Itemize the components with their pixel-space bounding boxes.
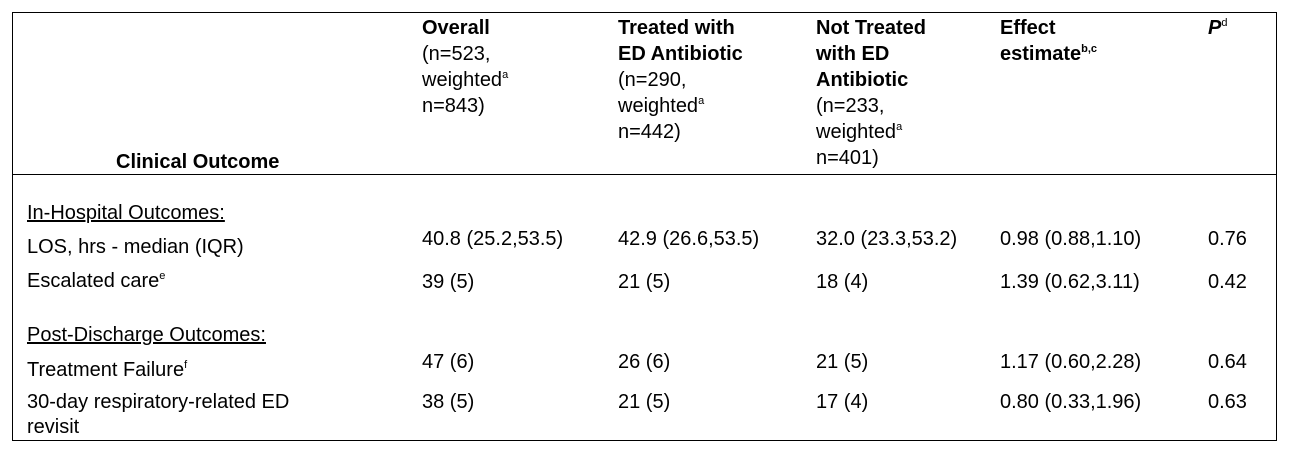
row-revisit-label: 30-day respiratory-related ED revisit (27, 391, 290, 438)
header-not-treated-title2: with ED (816, 43, 890, 65)
header-p-letter: P (1208, 17, 1222, 39)
header-p-sup: d (1221, 17, 1228, 29)
row-los-effect: 0.98 (0.88,1.10) (1000, 228, 1142, 250)
section-in-hospital: In-Hospital Outcomes: (27, 202, 225, 224)
header-overall: Overall (n=523, weighteda n=843) (422, 15, 508, 119)
section-post-discharge: Post-Discharge Outcomes: (27, 324, 266, 346)
row-failure-overall: 47 (6) (422, 351, 475, 373)
row-escalated-treated: 21 (5) (618, 271, 671, 293)
row-los-treated: 42.9 (26.6,53.5) (618, 228, 760, 250)
header-divider (12, 174, 1277, 175)
row-revisit-effect: 0.80 (0.33,1.96) (1000, 391, 1142, 413)
row-revisit-not-treated: 17 (4) (816, 391, 869, 413)
header-overall-title: Overall (422, 17, 490, 39)
header-effect-title1: Effect (1000, 17, 1056, 39)
header-treated-n: (n=290, (618, 69, 687, 91)
header-overall-wn: n=843) (422, 95, 485, 117)
row-revisit-p: 0.63 (1208, 391, 1247, 413)
header-p-value: Pd (1208, 15, 1227, 41)
row-failure-p: 0.64 (1208, 351, 1247, 373)
row-los-not-treated: 32.0 (23.3,53.2) (816, 228, 958, 250)
row-failure-treated: 26 (6) (618, 351, 671, 373)
row-escalated-overall: 39 (5) (422, 271, 475, 293)
row-revisit-treated: 21 (5) (618, 391, 671, 413)
table-frame (12, 12, 1277, 441)
row-los-label: LOS, hrs - median (IQR) (27, 236, 244, 258)
header-effect-title2: estimateb,c (1000, 43, 1098, 65)
header-effect: Effect estimateb,c (1000, 15, 1097, 67)
row-revisit-overall: 38 (5) (422, 391, 475, 413)
row-los-p: 0.76 (1208, 228, 1247, 250)
header-not-treated-wn: n=401) (816, 147, 879, 169)
row-escalated-effect: 1.39 (0.62,3.11) (1000, 271, 1140, 293)
header-not-treated-n: (n=233, (816, 95, 885, 117)
header-treated: Treated with ED Antibiotic (n=290, weigh… (618, 15, 743, 145)
row-failure-effect: 1.17 (0.60,2.28) (1000, 351, 1142, 373)
row-escalated-not-treated: 18 (4) (816, 271, 869, 293)
header-not-treated-title3: Antibiotic (816, 69, 909, 91)
row-failure-label: Treatment Failuref (27, 359, 188, 381)
header-overall-weighted: weighteda (422, 69, 509, 91)
row-los-overall: 40.8 (25.2,53.5) (422, 228, 564, 250)
header-treated-title2: ED Antibiotic (618, 43, 743, 65)
header-overall-n: (n=523, (422, 43, 491, 65)
row-escalated-label: Escalated caree (27, 270, 166, 292)
row-failure-not-treated: 21 (5) (816, 351, 869, 373)
header-clinical-outcome: Clinical Outcome (116, 151, 280, 173)
header-treated-title1: Treated with (618, 17, 735, 39)
header-treated-weighted: weighteda (618, 95, 705, 117)
header-not-treated-weighted: weighteda (816, 121, 903, 143)
header-treated-wn: n=442) (618, 121, 681, 143)
row-escalated-p: 0.42 (1208, 271, 1247, 293)
header-not-treated-title1: Not Treated (816, 17, 927, 39)
header-not-treated: Not Treated with ED Antibiotic (n=233, w… (816, 15, 926, 171)
